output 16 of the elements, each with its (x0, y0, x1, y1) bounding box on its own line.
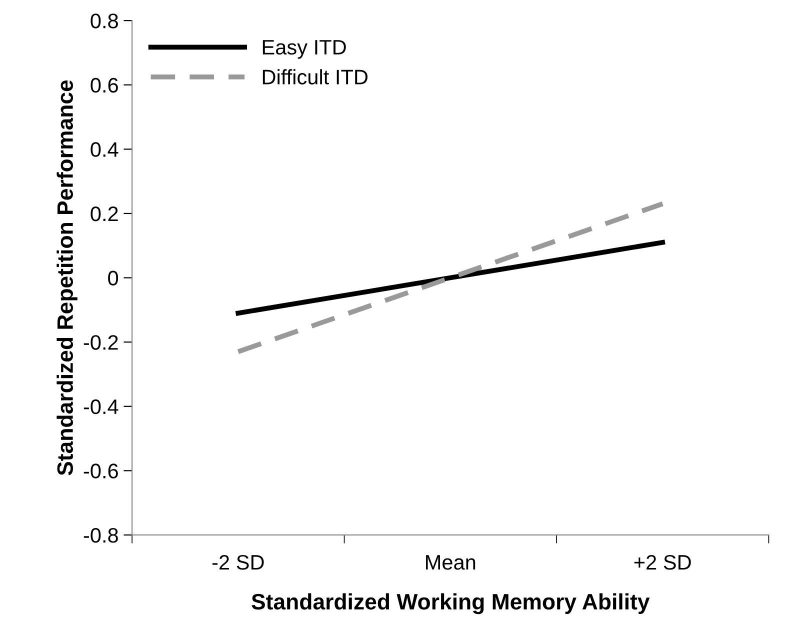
y-tick-label: -0.2 (84, 335, 118, 350)
y-tick-label: 0 (108, 270, 118, 286)
y-tick-label: 0.8 (90, 14, 118, 28)
legend-label: Easy ITD (262, 40, 346, 59)
legend-label: Difficult ITD (262, 69, 368, 84)
y-tick-label: 0.6 (90, 78, 118, 93)
x-tick-label: +2 SD (634, 554, 691, 570)
y-tick-label: -0.8 (84, 528, 118, 543)
y-axis-title: Standardized Repetition Performance (56, 80, 78, 476)
x-tick-label: -2 SD (212, 554, 264, 570)
y-tick-label: 0.4 (90, 142, 118, 157)
y-tick-label: -0.4 (84, 399, 118, 414)
x-tick-label: Mean (426, 555, 476, 570)
x-axis-title: Standardized Working Memory Ability (252, 593, 650, 614)
y-tick-label: -0.6 (84, 464, 118, 478)
y-tick-label: 0.2 (90, 206, 118, 222)
